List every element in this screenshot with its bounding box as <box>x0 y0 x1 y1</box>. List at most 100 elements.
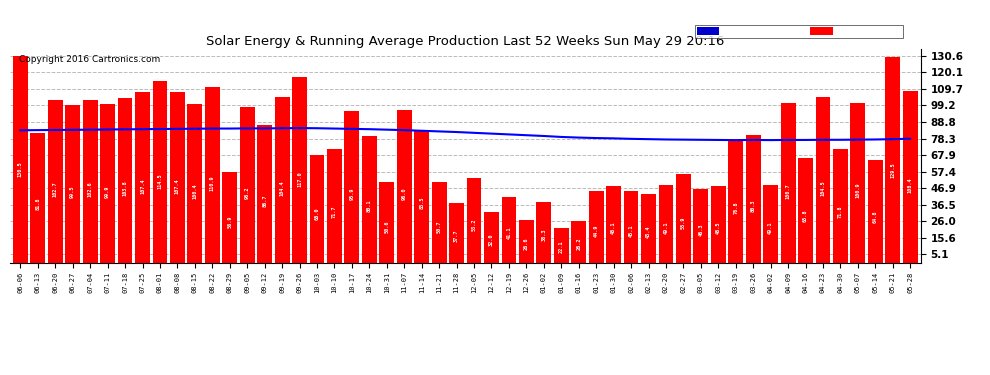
Title: Solar Energy & Running Average Production Last 52 Weeks Sun May 29 20:16: Solar Energy & Running Average Productio… <box>206 34 725 48</box>
Text: 102.7: 102.7 <box>52 182 57 197</box>
Text: 107.4: 107.4 <box>175 178 180 194</box>
Text: 45.1: 45.1 <box>629 224 634 237</box>
Bar <box>449 203 464 262</box>
Text: 41.1: 41.1 <box>507 227 512 240</box>
Text: 71.8: 71.8 <box>838 205 842 218</box>
Bar <box>240 107 254 262</box>
Text: 32.0: 32.0 <box>489 234 494 246</box>
Text: 104.4: 104.4 <box>279 180 284 196</box>
Bar <box>693 189 708 262</box>
Text: 104.5: 104.5 <box>821 180 826 196</box>
Bar <box>379 182 394 262</box>
Bar <box>292 77 307 262</box>
Bar <box>798 158 813 262</box>
Text: 107.4: 107.4 <box>140 178 145 194</box>
Bar <box>414 130 429 262</box>
Bar <box>833 149 847 262</box>
Bar <box>345 111 359 262</box>
Bar <box>135 93 149 262</box>
Bar <box>257 125 272 262</box>
Text: 114.5: 114.5 <box>157 173 162 189</box>
Text: 100.4: 100.4 <box>192 183 197 199</box>
Text: 64.8: 64.8 <box>873 210 878 223</box>
Text: 49.1: 49.1 <box>768 221 773 234</box>
Bar <box>502 197 517 262</box>
Bar <box>589 191 604 262</box>
Bar <box>553 228 568 262</box>
Text: 102.6: 102.6 <box>88 182 93 197</box>
Text: 100.7: 100.7 <box>786 183 791 199</box>
Text: 68.0: 68.0 <box>315 208 320 220</box>
Bar <box>170 93 185 262</box>
Text: Copyright 2016 Cartronics.com: Copyright 2016 Cartronics.com <box>19 55 160 64</box>
Text: 22.1: 22.1 <box>558 240 563 253</box>
Text: 48.1: 48.1 <box>611 222 616 234</box>
Bar <box>152 81 167 262</box>
Bar <box>606 186 621 262</box>
Text: 103.8: 103.8 <box>123 181 128 196</box>
Bar <box>484 212 499 262</box>
Bar <box>397 111 412 262</box>
Bar <box>83 100 98 262</box>
Bar <box>65 105 80 262</box>
Text: 65.8: 65.8 <box>803 209 808 222</box>
Text: 43.4: 43.4 <box>646 225 651 238</box>
Text: 76.8: 76.8 <box>734 201 739 214</box>
Text: 80.1: 80.1 <box>367 199 372 211</box>
Text: 49.1: 49.1 <box>663 221 668 234</box>
Bar <box>274 97 289 262</box>
Bar <box>327 149 342 262</box>
Bar <box>885 57 900 262</box>
Bar <box>466 178 481 262</box>
Text: 46.3: 46.3 <box>698 223 703 236</box>
Bar <box>729 141 743 262</box>
Text: 81.8: 81.8 <box>36 198 41 210</box>
Text: 86.7: 86.7 <box>262 195 267 207</box>
Text: 129.5: 129.5 <box>890 162 895 178</box>
Bar <box>763 185 778 262</box>
Bar <box>903 91 918 262</box>
Bar <box>537 202 551 262</box>
Bar <box>31 133 46 262</box>
Legend: Average  (kWh), Weekly  (kWh): Average (kWh), Weekly (kWh) <box>695 26 903 38</box>
Text: 44.9: 44.9 <box>594 224 599 237</box>
Text: 71.7: 71.7 <box>332 205 337 218</box>
Bar <box>100 104 115 262</box>
Text: 38.3: 38.3 <box>542 229 546 242</box>
Bar <box>816 97 831 262</box>
Bar <box>432 182 446 262</box>
Text: 80.3: 80.3 <box>750 199 755 211</box>
Bar <box>13 56 28 262</box>
Text: 98.2: 98.2 <box>245 186 249 199</box>
Text: 26.2: 26.2 <box>576 238 581 250</box>
Text: 50.6: 50.6 <box>384 220 389 233</box>
Bar <box>711 186 726 262</box>
Bar <box>745 135 760 262</box>
Text: 117.0: 117.0 <box>297 171 302 187</box>
Text: 48.5: 48.5 <box>716 222 721 234</box>
Text: 53.2: 53.2 <box>471 218 476 231</box>
Bar <box>187 104 202 262</box>
Bar <box>624 191 639 262</box>
Text: 37.7: 37.7 <box>454 230 459 242</box>
Text: 83.5: 83.5 <box>419 197 424 209</box>
Bar <box>519 220 534 262</box>
Text: 100.9: 100.9 <box>855 183 860 198</box>
Bar <box>850 103 865 262</box>
Bar <box>118 98 133 262</box>
Text: 55.9: 55.9 <box>681 216 686 229</box>
Bar <box>205 87 220 262</box>
Bar <box>48 100 62 262</box>
Bar <box>658 185 673 262</box>
Text: 110.9: 110.9 <box>210 176 215 191</box>
Text: 96.0: 96.0 <box>402 188 407 200</box>
Bar <box>868 160 883 262</box>
Bar <box>781 103 796 262</box>
Text: 95.9: 95.9 <box>349 188 354 200</box>
Text: 108.4: 108.4 <box>908 177 913 193</box>
Text: 130.5: 130.5 <box>18 162 23 177</box>
Text: 56.9: 56.9 <box>228 216 233 228</box>
Bar <box>310 155 325 262</box>
Text: 99.9: 99.9 <box>105 185 110 198</box>
Bar <box>223 172 238 262</box>
